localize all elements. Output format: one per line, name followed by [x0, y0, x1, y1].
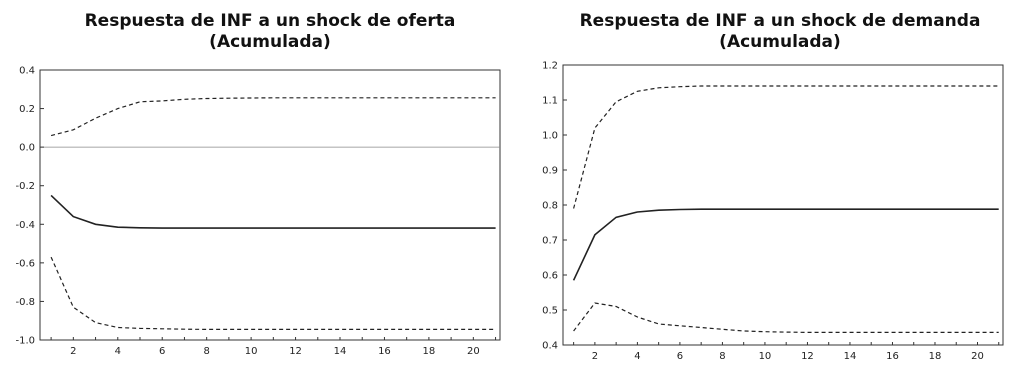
x-tick-label-left: 4: [115, 346, 121, 357]
x-tick-label-left: 12: [289, 346, 302, 357]
lower-band-line-right: [573, 302, 999, 333]
chart-title-supply-shock: Respuesta de INF a un shock de oferta (A…: [40, 11, 500, 53]
x-tick-label-right: 4: [634, 351, 640, 362]
x-tick-label-right: 2: [592, 351, 598, 362]
y-tick-label-left: -0.4: [15, 220, 35, 231]
chart-subtitle-left: (Acumulada): [209, 32, 331, 52]
y-tick-label-left: -0.6: [15, 258, 35, 269]
x-tick-label-left: 6: [159, 346, 165, 357]
y-tick-label-left: -0.2: [15, 181, 35, 192]
x-tick-label-right: 20: [971, 351, 984, 362]
y-tick-label-right: 1.0: [542, 131, 558, 142]
y-tick-label-left: -1.0: [15, 336, 35, 347]
chart-title-left: Respuesta de INF a un shock de oferta: [84, 11, 456, 31]
x-tick-label-left: 14: [334, 346, 347, 357]
x-tick-label-right: 6: [677, 351, 683, 362]
y-tick-label-right: 1.1: [542, 96, 558, 107]
y-tick-label-right: 0.5: [542, 306, 558, 317]
x-tick-label-right: 16: [886, 351, 899, 362]
x-tick-label-right: 14: [844, 351, 857, 362]
y-tick-label-right: 0.6: [542, 271, 558, 282]
y-tick-label-left: -0.8: [15, 297, 35, 308]
y-tick-label-right: 0.9: [542, 166, 558, 177]
y-tick-label-right: 1.2: [542, 61, 558, 72]
y-tick-label-right: 0.8: [542, 201, 558, 212]
x-tick-label-right: 12: [801, 351, 814, 362]
x-tick-label-left: 16: [378, 346, 391, 357]
upper-band-line-right: [573, 85, 999, 209]
plot-frame-right: [562, 64, 1004, 346]
chart-subtitle-right: (Acumulada): [719, 32, 841, 52]
y-tick-label-right: 0.4: [542, 341, 558, 352]
x-tick-label-left: 18: [423, 346, 436, 357]
y-tick-label-left: 0.0: [19, 143, 35, 154]
response-line-right: [572, 208, 999, 281]
chart-title-demand-shock: Respuesta de INF a un shock de demanda (…: [560, 11, 1000, 53]
chart-title-right: Respuesta de INF a un shock de demanda: [579, 11, 981, 31]
lower-band-line-left: [50, 256, 496, 330]
x-tick-label-right: 10: [759, 351, 772, 362]
x-tick-label-left: 10: [245, 346, 258, 357]
x-tick-label-left: 2: [70, 346, 76, 357]
y-tick-label-left: 0.4: [19, 66, 35, 77]
x-tick-label-right: 8: [719, 351, 725, 362]
plot-frame-left: [39, 69, 501, 341]
response-line-left: [50, 194, 496, 229]
y-tick-label-left: 0.2: [19, 104, 35, 115]
x-tick-label-left: 20: [467, 346, 480, 357]
upper-band-line-left: [50, 97, 496, 137]
x-tick-label-right: 18: [929, 351, 942, 362]
x-tick-label-left: 8: [203, 346, 209, 357]
y-tick-label-right: 0.7: [542, 236, 558, 247]
